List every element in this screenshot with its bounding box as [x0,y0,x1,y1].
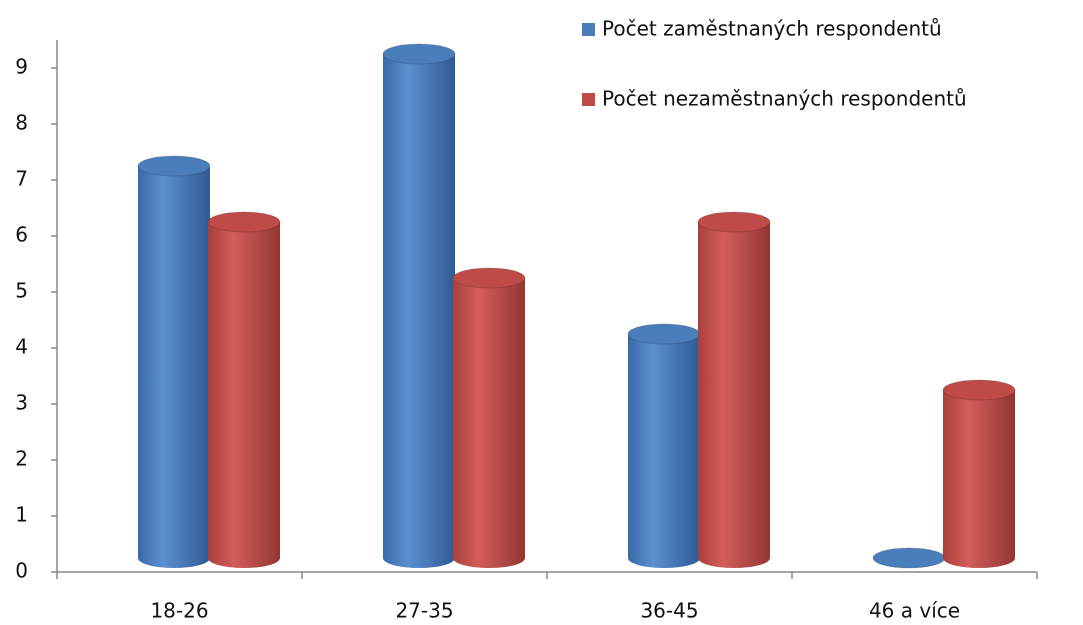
bar-top [697,211,771,233]
legend-swatch [582,93,595,106]
bar [627,323,701,568]
bar-top [382,43,456,65]
bar [697,211,771,568]
bar-top [942,379,1016,401]
x-tick-label: 18-26 [150,599,208,623]
bar-body [383,54,455,568]
bar-body [628,334,700,568]
bar-top [627,323,701,345]
y-tick-label: 2 [15,447,28,471]
x-tick-label: 46 a více [869,599,960,623]
bar [872,547,946,569]
legend-label: Počet nezaměstnaných respondentů [602,87,967,111]
x-tick-label: 27-35 [395,599,453,623]
legend-swatch [582,23,595,36]
bar-top [452,267,526,289]
y-tick-label: 0 [15,559,28,583]
bar-body [138,166,210,568]
bar-body [208,222,280,568]
bar [942,379,1016,568]
bar-body [698,222,770,568]
y-tick-label: 3 [15,391,28,415]
bar [382,43,456,568]
bar [137,155,211,568]
y-tick-label: 5 [15,279,28,303]
y-tick-label: 9 [15,55,28,79]
bar-top [137,155,211,177]
y-tick-label: 8 [15,111,28,135]
bar-body [943,390,1015,568]
bar-body [453,278,525,568]
x-tick-label: 36-45 [640,599,698,623]
y-tick-label: 6 [15,223,28,247]
bar-top [872,547,946,569]
bar [207,211,281,568]
legend-label: Počet zaměstnaných respondentů [602,17,942,41]
bar [452,267,526,568]
y-tick-label: 1 [15,503,28,527]
y-tick-label: 4 [15,335,28,359]
bar-top [207,211,281,233]
y-tick-label: 7 [15,167,28,191]
